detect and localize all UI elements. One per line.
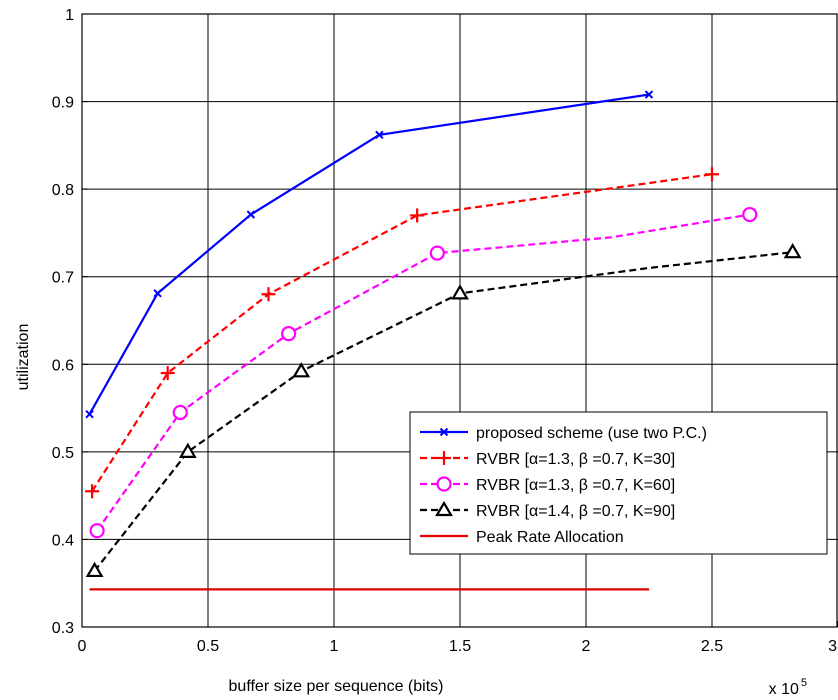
series-line bbox=[96, 213, 750, 532]
y-tick-label: 0.8 bbox=[52, 182, 74, 199]
x-tick-label: 2.5 bbox=[701, 638, 723, 655]
legend-item: proposed scheme (use two P.C.) bbox=[420, 425, 707, 442]
x-tick-label: 3 bbox=[828, 638, 837, 655]
series-1 bbox=[85, 167, 719, 499]
data-point-x-marker bbox=[246, 210, 256, 219]
marker-stroke bbox=[246, 210, 256, 219]
data-point-circle-marker bbox=[89, 523, 105, 539]
data-point-circle-marker bbox=[429, 245, 445, 261]
x-multiplier-exponent: 5 bbox=[801, 677, 807, 689]
data-point-x-marker bbox=[439, 427, 449, 437]
series-0 bbox=[85, 90, 654, 419]
data-point-plus-marker bbox=[410, 208, 425, 223]
x-tick-label: 0.5 bbox=[197, 638, 219, 655]
data-point-x-marker bbox=[644, 90, 654, 99]
legend-item: Peak Rate Allocation bbox=[420, 529, 624, 546]
legend-label: Peak Rate Allocation bbox=[476, 529, 624, 546]
legend-item: RVBR [α=1.3, β =0.7, K=30] bbox=[420, 451, 675, 468]
marker-stroke bbox=[375, 130, 384, 140]
legend-label: RVBR [α=1.4, β =0.7, K=90] bbox=[476, 503, 675, 520]
data-point-plus-marker bbox=[437, 451, 451, 465]
tick-labels: 0 0.5 1 1.5 2 2.5 3 0.3 0.4 0.5 0.6 0.7 0.8 0.9 1 bbox=[52, 7, 837, 655]
data-point-x-marker bbox=[375, 130, 384, 140]
series-line bbox=[93, 251, 793, 572]
marker-stroke bbox=[153, 289, 162, 298]
data-point-triangle-marker bbox=[178, 442, 197, 458]
data-point-plus-marker bbox=[261, 287, 276, 302]
plot-border bbox=[81, 13, 838, 628]
plot-frame bbox=[81, 13, 838, 628]
y-tick-label: 0.6 bbox=[52, 357, 74, 374]
legend-item: RVBR [α=1.3, β =0.7, K=60] bbox=[420, 476, 675, 494]
y-axis-label: utilization bbox=[15, 324, 32, 391]
x-tick-label: 0 bbox=[78, 638, 87, 655]
legend: proposed scheme (use two P.C.) RVBR [α=1.… bbox=[409, 411, 828, 555]
series-line bbox=[88, 93, 650, 415]
x-tick-label: 1 bbox=[330, 638, 339, 655]
data-point-triangle-marker bbox=[783, 243, 802, 259]
x-tick-label: 1.5 bbox=[449, 638, 471, 655]
legend-box bbox=[409, 411, 828, 555]
marker-stroke bbox=[644, 90, 654, 99]
legend-item: RVBR [α=1.4, β =0.7, K=90] bbox=[420, 500, 675, 520]
legend-label: proposed scheme (use two P.C.) bbox=[476, 425, 707, 442]
y-tick-label: 0.7 bbox=[52, 270, 74, 287]
data-point-triangle-marker bbox=[292, 362, 311, 378]
data-point-plus-marker bbox=[160, 366, 175, 381]
data-point-circle-marker bbox=[436, 476, 452, 492]
data-point-plus-marker bbox=[705, 167, 719, 182]
data-point-triangle-marker bbox=[451, 284, 469, 300]
series-2 bbox=[89, 206, 758, 539]
legend-label: RVBR [α=1.3, β =0.7, K=30] bbox=[476, 451, 675, 468]
data-point-triangle-marker bbox=[85, 561, 104, 578]
marker-stroke bbox=[85, 409, 94, 419]
x-multiplier-label: x 10 5 bbox=[769, 677, 807, 698]
data-point-circle-marker bbox=[742, 206, 758, 223]
y-tick-label: 0.5 bbox=[52, 445, 74, 462]
x-tick-label: 2 bbox=[582, 638, 591, 655]
y-tick-label: 0.4 bbox=[52, 532, 74, 549]
data-point-circle-marker bbox=[172, 404, 188, 421]
y-tick-label: 0.3 bbox=[52, 620, 74, 637]
data-point-plus-marker bbox=[85, 484, 100, 499]
data-point-x-marker bbox=[153, 289, 162, 298]
y-tick-label: 0.9 bbox=[52, 95, 74, 112]
y-tick-label: 1 bbox=[65, 7, 74, 24]
legend-label: RVBR [α=1.3, β =0.7, K=60] bbox=[476, 477, 675, 494]
series-3 bbox=[85, 243, 802, 578]
marker-stroke bbox=[439, 427, 449, 437]
data-point-x-marker bbox=[85, 409, 94, 419]
series-group bbox=[85, 90, 802, 591]
data-point-triangle-marker bbox=[435, 500, 453, 517]
x-axis-label: buffer size per sequence (bits) bbox=[229, 678, 444, 695]
data-point-circle-marker bbox=[281, 326, 297, 342]
